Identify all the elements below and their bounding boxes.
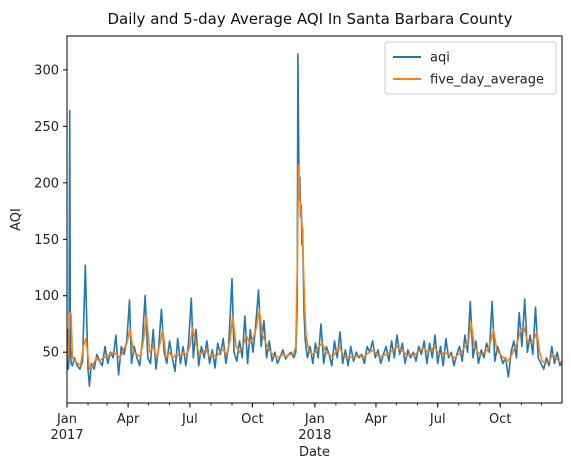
- x-tick-label: Jul: [181, 412, 198, 427]
- legend-label-aqi: aqi: [430, 51, 450, 66]
- y-tick-label: 100: [34, 289, 59, 304]
- chart-title: Daily and 5-day Average AQI In Santa Bar…: [107, 10, 512, 28]
- x-tick-label: Oct: [241, 412, 263, 427]
- series-line-five-day-average: [67, 163, 562, 370]
- legend: aqi five_day_average: [384, 41, 557, 95]
- x-tick-label: Jan: [56, 412, 77, 427]
- y-tick-label: 200: [34, 176, 59, 191]
- x-axis-title: Date: [299, 445, 330, 460]
- x-tick-label: Apr: [117, 412, 140, 427]
- legend-box: [384, 41, 557, 95]
- legend-label-five-day-average: five_day_average: [430, 73, 544, 88]
- y-tick-label: 250: [34, 120, 59, 135]
- x-tick-label: Jul: [429, 412, 446, 427]
- y-axis-title: AQI: [9, 208, 24, 231]
- x-tick-label: Apr: [365, 412, 388, 427]
- y-tick-label: 150: [34, 233, 59, 248]
- series-line-aqi: [67, 53, 562, 387]
- x-tick-label: Oct: [489, 412, 511, 427]
- x-tick-year-label: 2017: [50, 428, 83, 443]
- x-tick-year-label: 2018: [298, 428, 331, 443]
- plot-area: [67, 53, 562, 387]
- x-tick-label: Jan: [304, 412, 325, 427]
- y-axis-ticks: 50 100 150 200 250 300: [34, 63, 67, 361]
- y-tick-label: 300: [34, 63, 59, 78]
- y-tick-label: 50: [42, 346, 59, 361]
